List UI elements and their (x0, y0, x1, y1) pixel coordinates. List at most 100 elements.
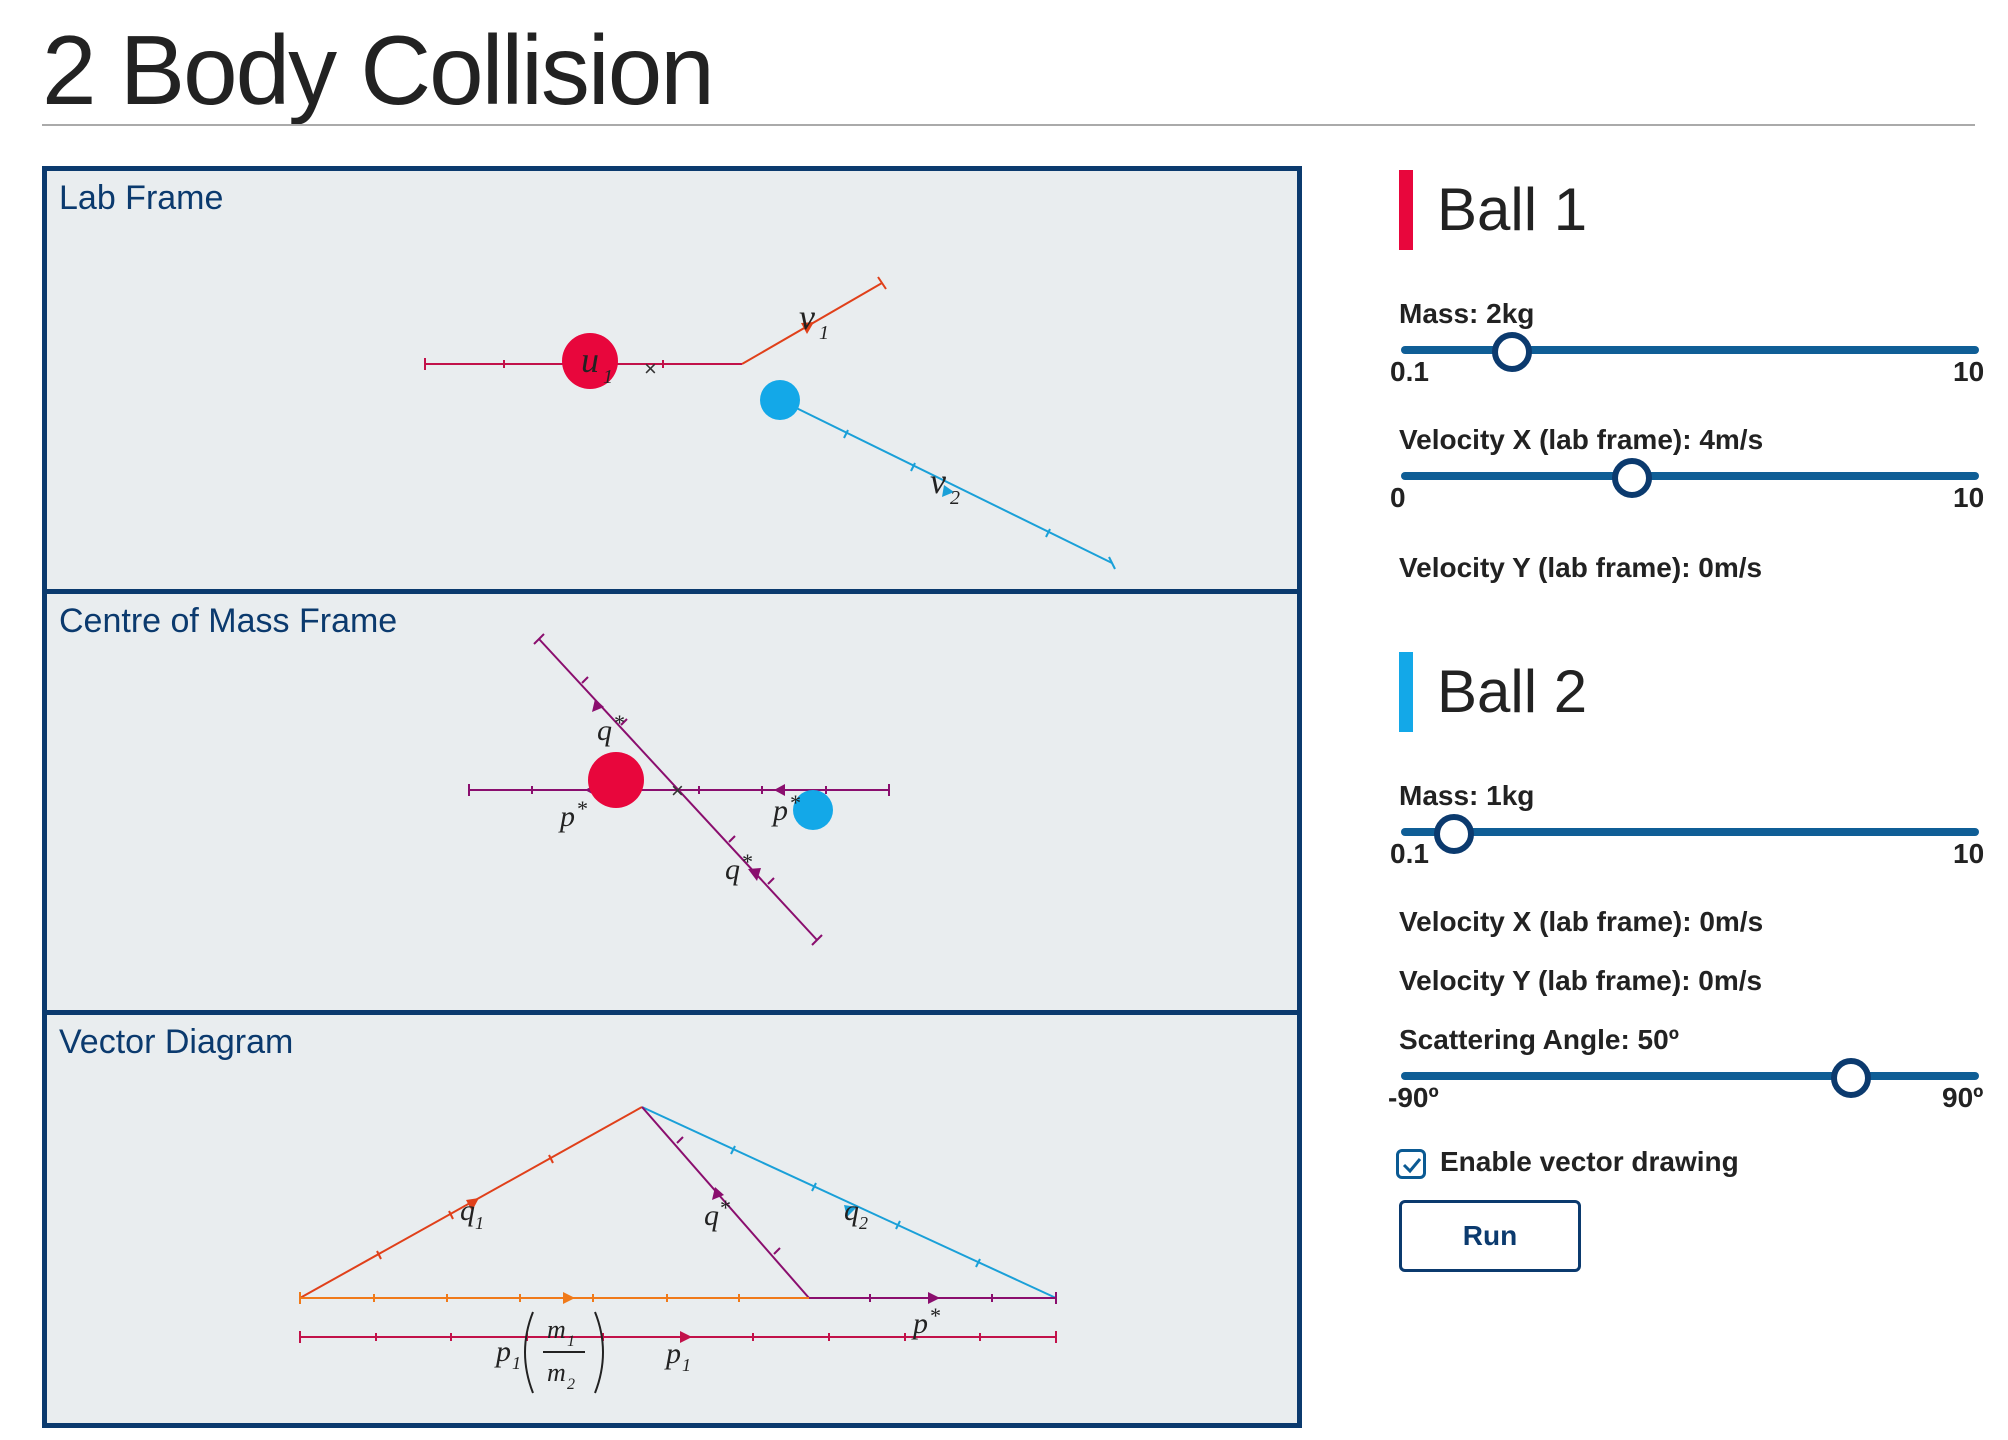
ball1-velocity-x-max: 10 (1953, 482, 1985, 513)
p1-label-subscript: 1 (682, 1355, 691, 1375)
scattering-angle-min: -90º (1388, 1082, 1439, 1113)
q-star-arrow-up (592, 699, 604, 712)
ball2-heading: Ball 2 (1399, 652, 1587, 732)
v1-label: v (799, 297, 815, 337)
com-centre-mark: × (671, 778, 684, 803)
ratio-right-paren (594, 1311, 604, 1394)
q-star-label-1-star: * (613, 710, 624, 735)
title-divider (42, 124, 1975, 126)
p-star-arrow-right (774, 784, 785, 796)
ball1-mass-thumb[interactable] (1491, 332, 1532, 372)
p-star-vector-label-star: * (929, 1303, 940, 1328)
ratio-p-subscript: 1 (512, 1353, 521, 1373)
ball1-mass-slider[interactable] (1401, 332, 1979, 372)
scattering-angle-max: 90º (1942, 1082, 1984, 1113)
ratio-m2-label: m (547, 1358, 566, 1387)
q-star-axis (533, 633, 823, 946)
lab-frame-diagram: × u 1 v 1 v 2 (424, 276, 1116, 570)
ball1-color-bar (1399, 170, 1413, 250)
ball1-velocity-x-thumb[interactable] (1612, 458, 1653, 498)
q-star-label: q (704, 1199, 719, 1232)
com-frame-label: Centre of Mass Frame (59, 602, 398, 640)
ball1-velocity-y-label: Velocity Y (lab frame): 0m/s (1399, 552, 1763, 583)
ball2-com-marker (793, 790, 833, 830)
ball1-mass-max: 10 (1953, 356, 1985, 387)
ball2-mass-thumb[interactable] (1433, 814, 1474, 854)
q-star-arrowhead (712, 1187, 724, 1200)
ratio-m1-subscript: 1 (567, 1333, 575, 1350)
v2-vector (779, 399, 1116, 570)
ball1-heading-text: Ball 1 (1437, 176, 1588, 243)
q2-subscript: 2 (859, 1213, 868, 1233)
ball2-velocity-x-label: Velocity X (lab frame): 0m/s (1399, 906, 1764, 937)
v2-arrowhead (942, 485, 954, 497)
p1-label: p (664, 1337, 681, 1370)
v2-subscript: 2 (950, 487, 960, 509)
p-star-arrowhead (928, 1292, 940, 1304)
simulation-panels: Lab Frame (42, 166, 1302, 1428)
q1-arrowhead (466, 1198, 479, 1211)
scattering-angle-label: Scattering Angle: 50º (1399, 1024, 1679, 1055)
ball1-velocity-x-min: 0 (1390, 482, 1406, 513)
q-star-arrow-down (748, 868, 761, 881)
ratio-left-paren (524, 1311, 534, 1394)
q-star-label-star: * (719, 1195, 730, 1220)
p1-mass-ratio-vector (299, 1292, 809, 1304)
ball1-marker (562, 333, 618, 389)
vector-drawing-label[interactable]: Enable vector drawing (1440, 1146, 1739, 1177)
p-star-label-1: p (558, 800, 575, 833)
p1-arrowhead (680, 1331, 692, 1343)
v1-subscript: 1 (819, 322, 829, 344)
ball1-velocity-x-track[interactable] (1401, 472, 1979, 480)
ball2-color-bar (1399, 652, 1413, 732)
q-star-label-1: q (597, 714, 612, 747)
ratio-m1-label: m (547, 1315, 566, 1344)
q-star-vector (641, 1106, 810, 1299)
ratio-m2-subscript: 2 (567, 1376, 575, 1393)
u1-label: u (581, 340, 599, 380)
v2-label: v (930, 461, 946, 501)
vector-diagram-label: Vector Diagram (59, 1023, 294, 1061)
ball2-velocity-y-label: Velocity Y (lab frame): 0m/s (1399, 965, 1763, 996)
ball1-heading: Ball 1 (1399, 170, 1587, 250)
p-star-label-2: p (771, 794, 788, 827)
page-title: 2 Body Collision (42, 15, 715, 125)
ball2-mass-min: 0.1 (1390, 838, 1429, 869)
vector-diagram-panel: Vector Diagram (47, 1010, 1297, 1423)
ball2-mass-track[interactable] (1401, 828, 1979, 836)
ball2-mass-max: 10 (1953, 838, 1985, 869)
centre-of-mass-mark: × (644, 356, 657, 381)
ratio-p-label: p (494, 1335, 511, 1368)
q1-subscript: 1 (475, 1213, 484, 1233)
ball1-mass-min: 0.1 (1390, 356, 1429, 387)
ball1-mass-track[interactable] (1401, 346, 1979, 354)
ball2-mass-label: Mass: 1kg (1399, 780, 1535, 811)
lab-frame-panel: Lab Frame (47, 171, 1297, 589)
q-star-label-2: q (725, 853, 740, 886)
q2-label: q (844, 1194, 859, 1227)
com-frame-diagram: × p * p * q * q * (468, 633, 890, 946)
p-star-label-2-star: * (789, 790, 800, 815)
q2-arrowhead (844, 1205, 857, 1217)
ball1-velocity-x-label: Velocity X (lab frame): 4m/s (1399, 424, 1764, 455)
scattering-angle-slider[interactable] (1401, 1058, 1979, 1098)
scattering-angle-thumb[interactable] (1830, 1058, 1871, 1098)
lab-frame-label: Lab Frame (59, 179, 224, 217)
scattering-angle-track[interactable] (1401, 1072, 1979, 1080)
v1-vector (741, 276, 887, 365)
q-star-label-2-star: * (741, 849, 752, 874)
p1-mass-ratio-arrowhead (563, 1292, 575, 1304)
ball2-marker (760, 380, 800, 420)
mass-ratio-expression: p 1 m 1 m 2 (494, 1311, 604, 1394)
ball1-velocity-x-slider[interactable] (1401, 458, 1979, 498)
ball1-mass-label: Mass: 2kg (1399, 298, 1535, 329)
p-star-label-1-star: * (576, 796, 587, 821)
u1-subscript: 1 (603, 366, 613, 388)
p-star-vector-label: p (911, 1307, 928, 1340)
q2-vector (641, 1106, 1057, 1299)
vector-drawing-checkbox[interactable] (1396, 1149, 1426, 1179)
checkmark-icon (1402, 1158, 1422, 1174)
run-button[interactable]: Run (1399, 1200, 1581, 1272)
ball2-heading-text: Ball 2 (1437, 658, 1588, 725)
ball2-mass-slider[interactable] (1401, 814, 1979, 854)
